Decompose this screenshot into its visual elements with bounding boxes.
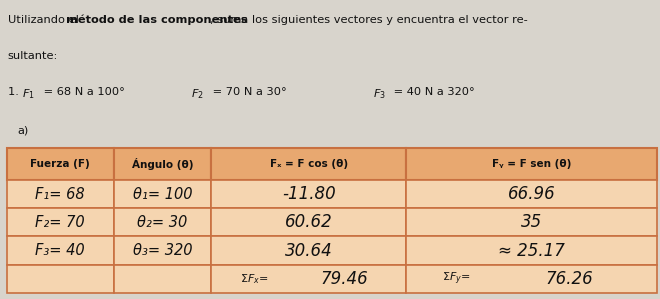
Text: 76.26: 76.26 — [545, 270, 593, 288]
Text: Ángulo (θ): Ángulo (θ) — [132, 158, 193, 170]
Text: $\Sigma F_x$=: $\Sigma F_x$= — [240, 272, 269, 286]
Text: F₃= 40: F₃= 40 — [36, 243, 85, 258]
Text: 1.: 1. — [8, 87, 22, 97]
Text: F₁= 68: F₁= 68 — [36, 187, 85, 202]
Text: = 70 N a 30°: = 70 N a 30° — [209, 87, 286, 97]
Text: $F_3$: $F_3$ — [373, 87, 386, 100]
Text: 30.64: 30.64 — [285, 242, 333, 260]
Text: Fₓ = F cos (θ): Fₓ = F cos (θ) — [270, 159, 348, 169]
Text: $F_1$: $F_1$ — [22, 87, 35, 100]
Text: 60.62: 60.62 — [285, 213, 333, 231]
Text: = 40 N a 320°: = 40 N a 320° — [390, 87, 475, 97]
Text: F₂= 70: F₂= 70 — [36, 215, 85, 230]
Text: método de las componentes: método de las componentes — [66, 15, 248, 25]
Text: sultante:: sultante: — [8, 51, 58, 61]
Text: $F_2$: $F_2$ — [191, 87, 204, 100]
Text: 79.46: 79.46 — [320, 270, 368, 288]
Text: a): a) — [18, 126, 29, 135]
Text: θ₃= 320: θ₃= 320 — [133, 243, 192, 258]
Text: θ₁= 100: θ₁= 100 — [133, 187, 192, 202]
Text: = 68 N a 100°: = 68 N a 100° — [40, 87, 125, 97]
Text: ≈ 25.17: ≈ 25.17 — [498, 242, 565, 260]
Text: Utilizando el: Utilizando el — [8, 15, 82, 25]
Text: 66.96: 66.96 — [508, 185, 556, 203]
Text: 35: 35 — [521, 213, 542, 231]
Text: θ₂= 30: θ₂= 30 — [137, 215, 187, 230]
Text: Fuerza (F): Fuerza (F) — [30, 159, 90, 169]
Text: -11.80: -11.80 — [282, 185, 336, 203]
Text: Fᵧ = F sen (θ): Fᵧ = F sen (θ) — [492, 159, 572, 169]
Text: , suma los siguientes vectores y encuentra el vector re-: , suma los siguientes vectores y encuent… — [210, 15, 527, 25]
Text: $\Sigma F_y$=: $\Sigma F_y$= — [442, 271, 471, 287]
